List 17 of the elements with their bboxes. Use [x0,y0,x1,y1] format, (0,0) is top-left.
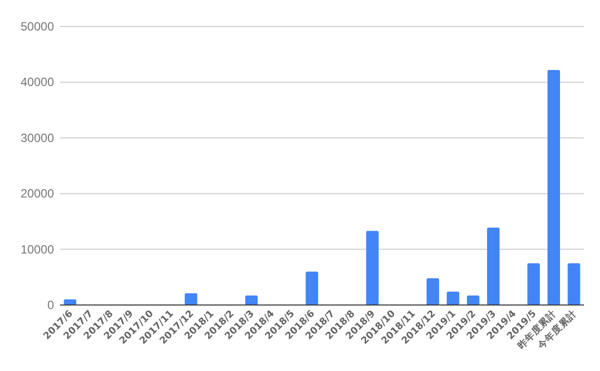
y-tick-label: 40000 [20,75,54,90]
bar [548,70,560,305]
bar [306,272,318,305]
y-tick-label: 0 [47,298,54,312]
y-tick-label: 10000 [20,242,54,256]
bar [184,293,198,305]
bar [527,263,540,305]
bar [366,230,379,305]
y-tick-label: 50000 [20,20,54,34]
bar [568,263,580,305]
bar [466,296,480,305]
bar [426,278,440,305]
y-tick-label: 20000 [20,186,54,201]
bar [446,292,460,305]
bar [487,228,500,305]
y-tick-label: 30000 [20,130,54,145]
bar [245,296,258,305]
